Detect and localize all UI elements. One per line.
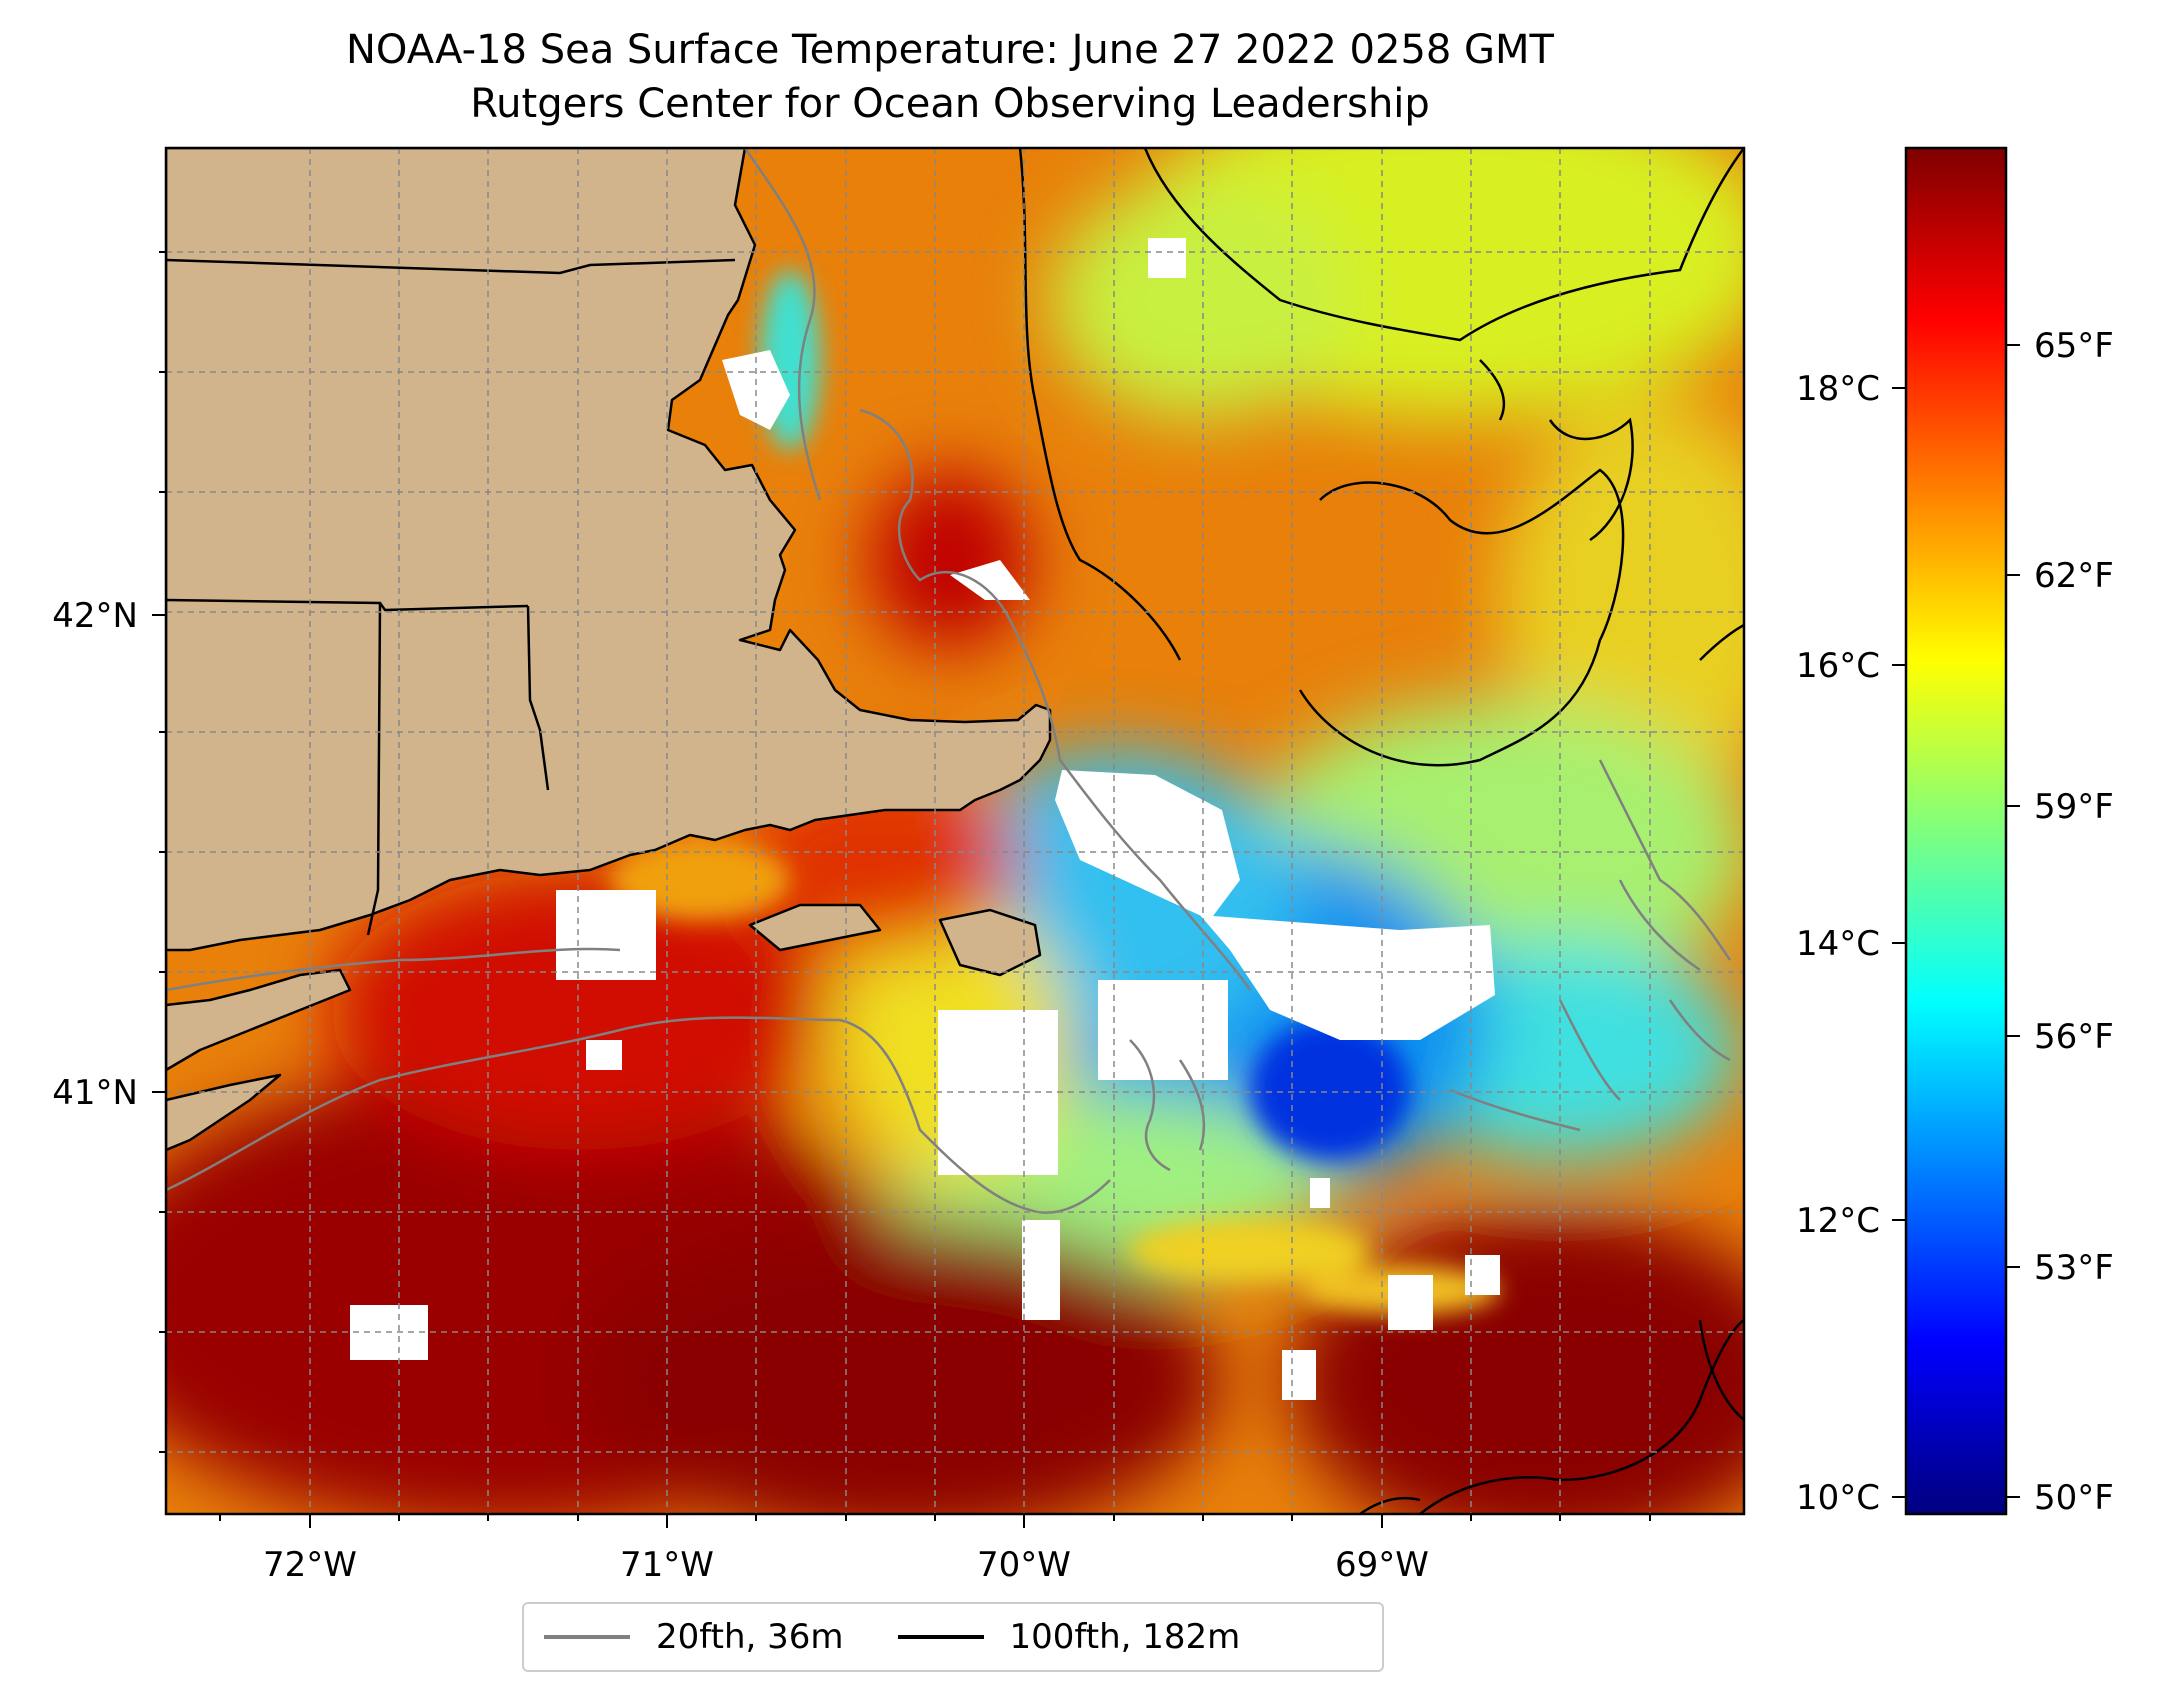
- colorbar-fahrenheit-label: 53°F: [2034, 1248, 2114, 1288]
- land-mass: [166, 148, 1052, 1152]
- colorbar-celsius-label: 18°C: [1796, 369, 1880, 409]
- legend-item-20fth: 20fth, 36m: [534, 1617, 844, 1657]
- colorbar-fahrenheit-label: 62°F: [2034, 556, 2114, 596]
- state-boundaries: [166, 258, 736, 1000]
- legend-label: 100fth, 182m: [1009, 1617, 1241, 1657]
- lon-label: 72°W: [263, 1545, 357, 1585]
- colorbar-celsius-label: 16°C: [1796, 646, 1880, 686]
- contour-100fth: [1018, 148, 1744, 1514]
- lat-label: 41°N: [52, 1073, 138, 1113]
- map-frame: [164, 146, 1746, 1516]
- legend-item-100fth: 100fth, 182m: [888, 1617, 1241, 1657]
- axis-ticks: [152, 251, 1651, 1528]
- graticule: [166, 148, 1744, 1514]
- legend-swatch-gray: [544, 1635, 630, 1639]
- contour-legend: 20fth, 36m 100fth, 182m: [522, 1602, 1384, 1672]
- colorbar-celsius-label: 10°C: [1796, 1478, 1880, 1518]
- colorbar-fahrenheit-label: 50°F: [2034, 1478, 2114, 1518]
- contour-20fth: [166, 148, 1732, 1214]
- colorbar-ticks: [1892, 344, 2020, 1498]
- lon-label: 69°W: [1335, 1545, 1429, 1585]
- lat-label: 42°N: [52, 596, 138, 636]
- colorbar: [1904, 146, 2008, 1516]
- colorbar-celsius-label: 12°C: [1796, 1201, 1880, 1241]
- map-title: NOAA-18 Sea Surface Temperature: June 27…: [345, 27, 1554, 73]
- lon-label: 70°W: [977, 1545, 1071, 1585]
- sst-field: [166, 148, 1744, 1514]
- legend-swatch-black: [897, 1635, 984, 1639]
- colorbar-fahrenheit-label: 59°F: [2034, 787, 2114, 827]
- lon-label: 71°W: [620, 1545, 714, 1585]
- map-subtitle: Rutgers Center for Ocean Observing Leade…: [470, 81, 1430, 127]
- colorbar-celsius-label: 14°C: [1796, 924, 1880, 964]
- legend-label: 20fth, 36m: [656, 1617, 844, 1657]
- colorbar-fahrenheit-label: 65°F: [2034, 326, 2114, 366]
- colorbar-fahrenheit-label: 56°F: [2034, 1017, 2114, 1057]
